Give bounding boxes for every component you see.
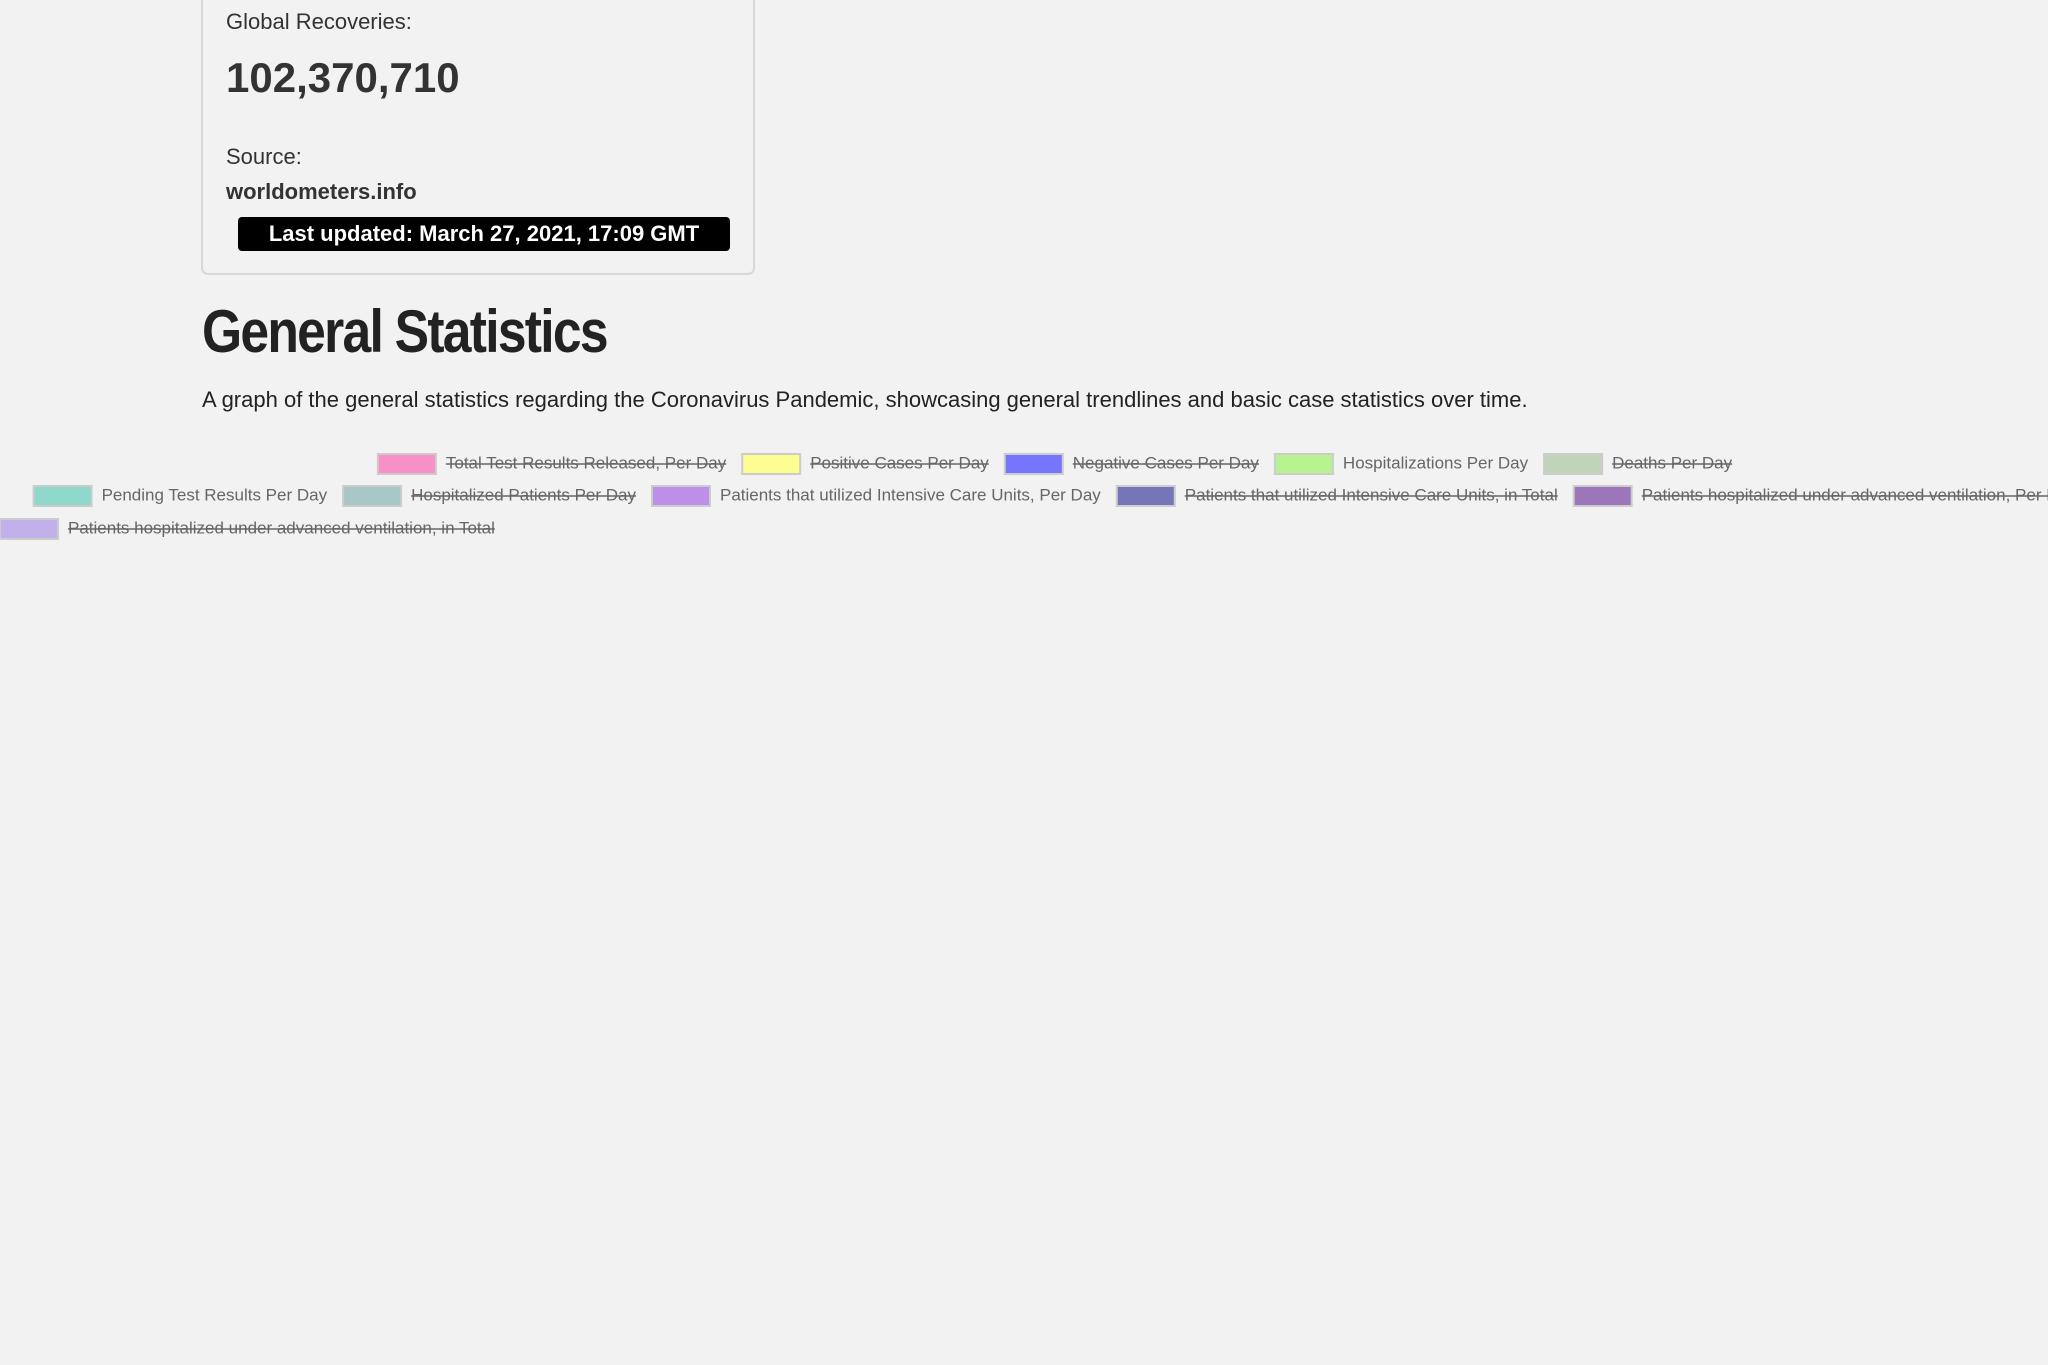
legend-label[interactable]: Total Test Results Released, Per Day	[446, 453, 727, 472]
legend-swatch	[650, 485, 711, 507]
section-title: General Statistics	[202, 297, 607, 365]
legend-swatch	[1115, 485, 1176, 507]
legend-label[interactable]: Hospitalizations Per Day	[1343, 453, 1529, 472]
legend-swatch	[741, 453, 802, 475]
stats-card	[201, 0, 755, 275]
legend-row: Total Test Results Released, Per Day Posi…	[376, 453, 1733, 475]
legend-label[interactable]: Patients hospitalized under advanced ven…	[1642, 485, 2048, 504]
legend-swatch	[0, 518, 59, 540]
updated-badge	[238, 217, 730, 251]
source-link[interactable]: worldometers.info	[225, 179, 417, 204]
legend-label[interactable]: Positive Cases Per Day	[810, 453, 989, 472]
updated-text: Last updated: March 27, 2021, 17:09 GMT	[269, 221, 700, 246]
legend-row: Patients hospitalized under advanced ven…	[0, 518, 495, 540]
legend-label[interactable]: Patients that utilized Intensive Care Un…	[720, 485, 1101, 504]
card-value: 102,370,710	[226, 54, 460, 101]
legend-label[interactable]: Deaths Per Day	[1612, 453, 1732, 472]
legend-swatch	[32, 485, 93, 507]
legend-swatch	[1543, 453, 1604, 475]
source-label: Source:	[226, 144, 302, 169]
legend-swatch	[376, 453, 437, 475]
legend-row: Pending Test Results Per Day Hospitalized…	[32, 485, 2048, 507]
card-label: Global Recoveries:	[226, 9, 412, 34]
legend-swatch	[1572, 485, 1633, 507]
legend-swatch	[1003, 453, 1064, 475]
legend-swatch	[1273, 453, 1334, 475]
legend-label[interactable]: Negative Cases Per Day	[1073, 453, 1260, 472]
legend-label[interactable]: Patients hospitalized under advanced ven…	[68, 518, 495, 537]
legend-label[interactable]: Pending Test Results Per Day	[102, 485, 328, 504]
legend-swatch	[342, 485, 403, 507]
legend-label[interactable]: Hospitalized Patients Per Day	[411, 485, 636, 504]
section-description: A graph of the general statistics regard…	[202, 387, 1528, 412]
legend-label[interactable]: Patients that utilized Intensive Care Un…	[1185, 485, 1558, 504]
